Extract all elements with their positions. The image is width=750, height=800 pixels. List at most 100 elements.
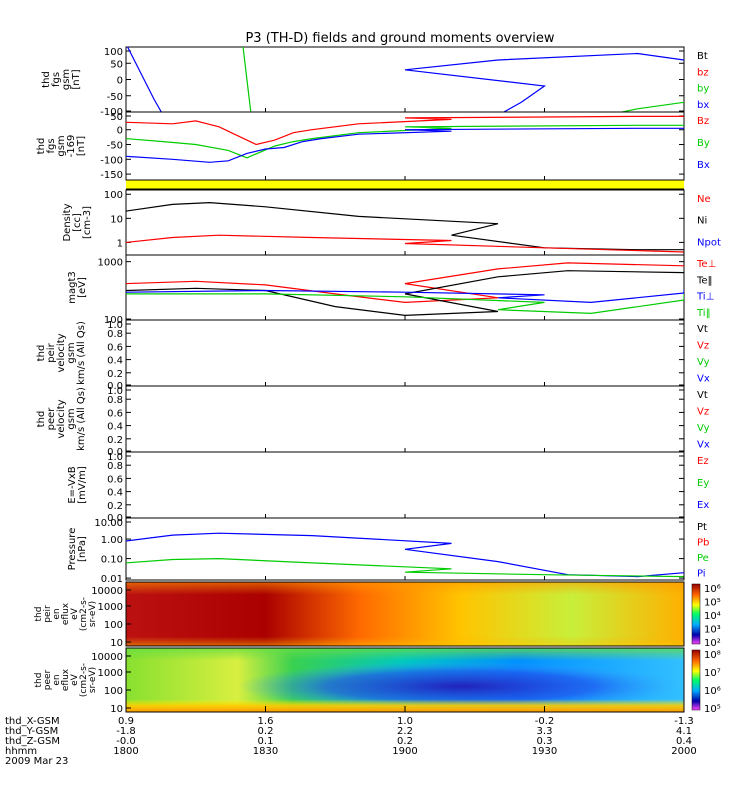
legend-entry: bx xyxy=(697,100,709,111)
x-tick-label: -0.2 xyxy=(535,716,555,727)
x-tick-label: 1800 xyxy=(113,746,138,757)
y-tick-label: 0.6 xyxy=(107,408,123,419)
y-tick-label: -150 xyxy=(100,170,123,181)
legend-entry: Vz xyxy=(697,407,709,418)
x-tick-label: 0.2 xyxy=(258,726,274,737)
y-tick-label: 0.2 xyxy=(107,435,123,446)
colorbar-tick-label: 10² xyxy=(704,638,721,649)
legend-entry: Te⊥ xyxy=(696,259,716,270)
legend-entry: Ti‖ xyxy=(696,308,711,319)
series-line-by xyxy=(242,47,684,112)
panel-peir: 1.00.8 0.6 0.4 0.20.0 thd peir velocity gsm km/s… xyxy=(36,319,710,392)
x-tick-label: 1900 xyxy=(392,746,417,757)
colorbar-peir xyxy=(691,583,701,645)
y-axis-label: Density xyxy=(62,203,73,241)
y-tick-label: 50 xyxy=(110,59,123,70)
series-line-Ti⊥ xyxy=(126,289,684,304)
legend-entry: Ni xyxy=(697,216,707,227)
panel-temp: 1000 100 magt3 [eV] Te⊥ Te‖ Ti⊥ Ti‖ xyxy=(67,254,716,326)
y-tick-label: 100 xyxy=(104,620,123,631)
x-tick-label: 1930 xyxy=(532,746,557,757)
y-tick-label: 0.0 xyxy=(107,381,123,392)
status-bar xyxy=(126,180,684,189)
series-line-bx xyxy=(126,47,684,112)
y-axis-label: velocity xyxy=(56,399,67,438)
y-tick-label: 1000 xyxy=(98,258,123,269)
legend-entry: Bx xyxy=(697,160,710,171)
y-tick-label: 100 xyxy=(104,686,123,697)
y-axis-label: fgs xyxy=(51,72,62,87)
y-axis-label: gsm xyxy=(66,408,77,429)
x-tick-label: 4.1 xyxy=(676,726,692,737)
series-line-Bz xyxy=(126,115,684,146)
series-line-Ne xyxy=(126,234,684,255)
y-axis-label: (cm2-s- xyxy=(79,663,89,697)
y-tick-label: -50 xyxy=(107,92,123,103)
y-axis-label: eflux xyxy=(61,668,71,691)
spectrogram-peer xyxy=(125,647,685,713)
y-tick-label: 10000 xyxy=(91,652,123,663)
x-tick-label: 2000 xyxy=(671,746,696,757)
x-axis-row-label: thd_X-GSM xyxy=(5,716,60,727)
x-tick-label: 0.4 xyxy=(676,736,692,747)
date-label: 2009 Mar 23 xyxy=(5,756,68,767)
x-axis-row-label: thd_Y-GSM xyxy=(5,726,58,737)
y-tick-label: -100 xyxy=(100,155,123,166)
y-tick-label: 1.0 xyxy=(107,452,123,463)
x-tick-label: 3.3 xyxy=(537,726,553,737)
panel-peer: 1.00.8 0.6 0.4 0.20.0 thd peer velocity gsm km/s… xyxy=(36,385,710,458)
series-line-Bx xyxy=(126,127,684,163)
legend-entry: Vz xyxy=(697,341,709,352)
y-axis-label: velocity xyxy=(56,333,67,372)
y-tick-label: 100 xyxy=(104,315,123,326)
chart-title: P3 (TH-D) fields and ground moments over… xyxy=(245,31,554,46)
series-line-Pi xyxy=(126,532,684,578)
series-line-Te⊥ xyxy=(126,262,684,304)
x-tick-label: 2.2 xyxy=(397,726,413,737)
legend-entry: Pe xyxy=(697,553,709,564)
y-axis-label: gsm xyxy=(56,135,67,156)
y-tick-label: 0.4 xyxy=(107,422,123,433)
x-tick-label: 0.2 xyxy=(397,736,413,747)
y-tick-label: 50 xyxy=(110,112,123,123)
y-tick-label: 0.2 xyxy=(107,501,123,512)
y-tick-label: -100 xyxy=(100,107,123,118)
colorbar-tick-label: 10⁶ xyxy=(704,584,721,595)
panel-efield: 1.00.8 0.6 0.4 0.20.0 E=-VxB [mV/m] Ez Ey Ex xyxy=(67,451,709,524)
y-axis-label: thd xyxy=(36,411,47,428)
y-axis-label: sr-eV) xyxy=(88,601,98,627)
y-tick-label: 0.01 xyxy=(101,574,123,585)
y-axis-label: (cm2-s- xyxy=(79,597,89,631)
y-tick-label: 1.0 xyxy=(107,386,123,397)
x-tick-label: 1.6 xyxy=(258,716,274,727)
legend-entry: Ti⊥ xyxy=(696,292,714,303)
series-line-Ti‖ xyxy=(126,293,684,315)
x-tick-label: 1.0 xyxy=(397,716,413,727)
y-tick-label: 0.6 xyxy=(107,342,123,353)
series-line-Ni xyxy=(126,201,684,251)
x-axis-row-label: thd_Z-GSM xyxy=(5,736,60,747)
legend-entry: Pi xyxy=(697,569,706,580)
y-tick-label: 0.0 xyxy=(107,513,123,524)
y-axis-label: en xyxy=(52,608,62,619)
y-axis-label: [nPa] xyxy=(77,536,88,562)
y-tick-label: 100 xyxy=(104,190,123,201)
legend-entry: Npot xyxy=(697,237,721,248)
y-axis-label: thd xyxy=(34,607,44,622)
colorbar-tick-label: 10⁴ xyxy=(704,611,721,622)
y-axis-label: -169 xyxy=(66,135,77,158)
colorbar-tick-label: 10³ xyxy=(704,625,721,636)
legend-entry: Te‖ xyxy=(696,275,713,286)
x-axis-row-label: hhmm xyxy=(5,746,37,757)
y-tick-label: 0.4 xyxy=(107,488,123,499)
y-tick-label: 10 xyxy=(110,704,123,715)
spectrogram-peir xyxy=(125,581,685,647)
x-tick-label: -1.8 xyxy=(116,726,136,737)
y-tick-label: 1 xyxy=(117,238,123,249)
y-tick-label: 0.0 xyxy=(107,447,123,458)
legend-entry: Ey xyxy=(697,478,709,489)
legend-entry: by xyxy=(697,84,709,95)
y-tick-label: 0.8 xyxy=(107,395,123,406)
colorbar-tick-label: 10⁸ xyxy=(704,650,721,661)
